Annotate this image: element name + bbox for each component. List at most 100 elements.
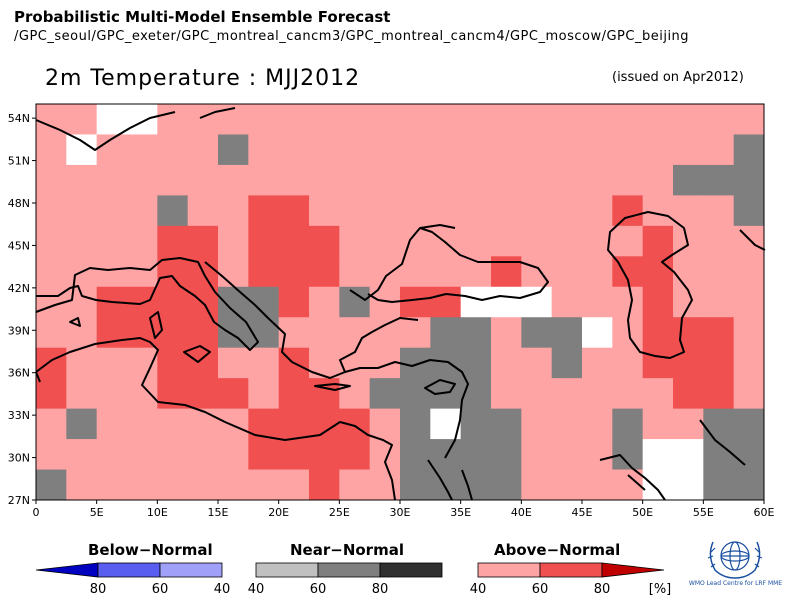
lon-label: 10E: [147, 506, 168, 519]
grid-cell: [612, 225, 644, 257]
grid-cell: [491, 256, 522, 288]
legend-swatch: [317, 562, 381, 578]
grid-cell: [733, 134, 765, 166]
grid-cell: [96, 195, 128, 227]
grid-cell: [551, 378, 583, 410]
legend-swatch: [539, 562, 603, 578]
grid-cell: [521, 134, 553, 166]
grid-cell: [673, 347, 704, 379]
grid-cell: [278, 164, 310, 196]
lon-label: 5E: [90, 506, 104, 519]
grid-cell: [642, 317, 674, 349]
grid-cell: [521, 408, 553, 440]
grid-cell: [733, 317, 765, 349]
grid-cell: [400, 134, 431, 166]
grid-cell: [309, 439, 340, 471]
grid-cell: [96, 104, 128, 135]
grid-cell: [460, 408, 492, 440]
grid-cell: [551, 225, 583, 257]
grid-cell: [157, 317, 189, 349]
grid-cell: [673, 469, 704, 501]
grid-cell: [703, 347, 735, 379]
grid-cell: [491, 225, 522, 257]
grid-cell: [248, 164, 280, 196]
grid-cell: [400, 195, 431, 227]
grid-cell: [157, 104, 189, 135]
coastlines: [35, 107, 766, 501]
grid-cell: [400, 469, 431, 501]
grid-cell: [733, 164, 765, 196]
grid-cell: [339, 317, 371, 349]
grid-cell: [339, 378, 371, 410]
grid-cell: [187, 104, 219, 135]
grid-cell: [36, 408, 67, 440]
grid-cell: [36, 256, 67, 288]
grid-cell: [248, 469, 280, 501]
lon-label: 15E: [208, 506, 229, 519]
forecast-title: Probabilistic Multi-Model Ensemble Forec…: [14, 8, 391, 26]
probability-grid: [36, 104, 765, 501]
lat-label: 48N: [8, 197, 30, 210]
lon-label: 45E: [572, 506, 593, 519]
grid-cell: [157, 195, 189, 227]
grid-cell: [36, 469, 67, 501]
grid-cell: [460, 195, 492, 227]
grid-cell: [460, 317, 492, 349]
grid-cell: [309, 286, 340, 318]
grid-cell: [521, 469, 553, 501]
grid-cell: [278, 439, 310, 471]
grid-cell: [551, 439, 583, 471]
grid-cell: [339, 195, 371, 227]
lon-label: 0: [33, 506, 40, 519]
grid-cell: [248, 195, 280, 227]
grid-cell: [430, 134, 462, 166]
grid-cell: [248, 256, 280, 288]
grid-cell: [248, 439, 280, 471]
grid-cell: [309, 134, 340, 166]
grid-cell: [309, 347, 340, 379]
lon-label: 30E: [390, 506, 411, 519]
grid-cell: [551, 104, 583, 135]
grid-cell: [460, 469, 492, 501]
grid-cell: [339, 469, 371, 501]
lat-label: 51N: [8, 155, 30, 168]
grid-cell: [66, 469, 98, 501]
grid-cell: [157, 134, 189, 166]
grid-cell: [218, 195, 249, 227]
grid-cell: [66, 104, 98, 135]
grid-cell: [582, 408, 613, 440]
legend-label: 40: [470, 582, 487, 597]
legend-swatch: [97, 562, 161, 578]
grid-cell: [582, 104, 613, 135]
grid-cell: [187, 469, 219, 501]
grid-cell: [96, 439, 128, 471]
model-list: /GPC_seoul/GPC_exeter/GPC_montreal_cancm…: [14, 29, 690, 44]
grid-cell: [339, 286, 371, 318]
legend-label: 60: [152, 582, 169, 597]
lon-label: 35E: [450, 506, 471, 519]
grid-cell: [187, 164, 219, 196]
grid-cell: [66, 408, 98, 440]
grid-cell: [157, 408, 189, 440]
grid-cell: [36, 317, 67, 349]
lon-label: 60E: [754, 506, 775, 519]
grid-cell: [491, 347, 522, 379]
grid-cell: [733, 225, 765, 257]
grid-cell: [521, 164, 553, 196]
logo-caption: WMO Lead Centre for LRF MME: [688, 580, 783, 587]
grid-cell: [369, 469, 401, 501]
grid-cell: [96, 256, 128, 288]
legend-label: 60: [310, 582, 327, 597]
grid-cell: [642, 469, 674, 501]
grid-cell: [612, 164, 644, 196]
grid-cell: [187, 225, 219, 257]
legend-label: 40: [248, 582, 265, 597]
grid-cell: [491, 104, 522, 135]
grid-cell: [642, 408, 674, 440]
grid-cell: [430, 256, 462, 288]
lat-label: 54N: [8, 112, 30, 125]
grid-cell: [703, 378, 735, 410]
lon-label: 40E: [511, 506, 532, 519]
grid-cell: [491, 408, 522, 440]
